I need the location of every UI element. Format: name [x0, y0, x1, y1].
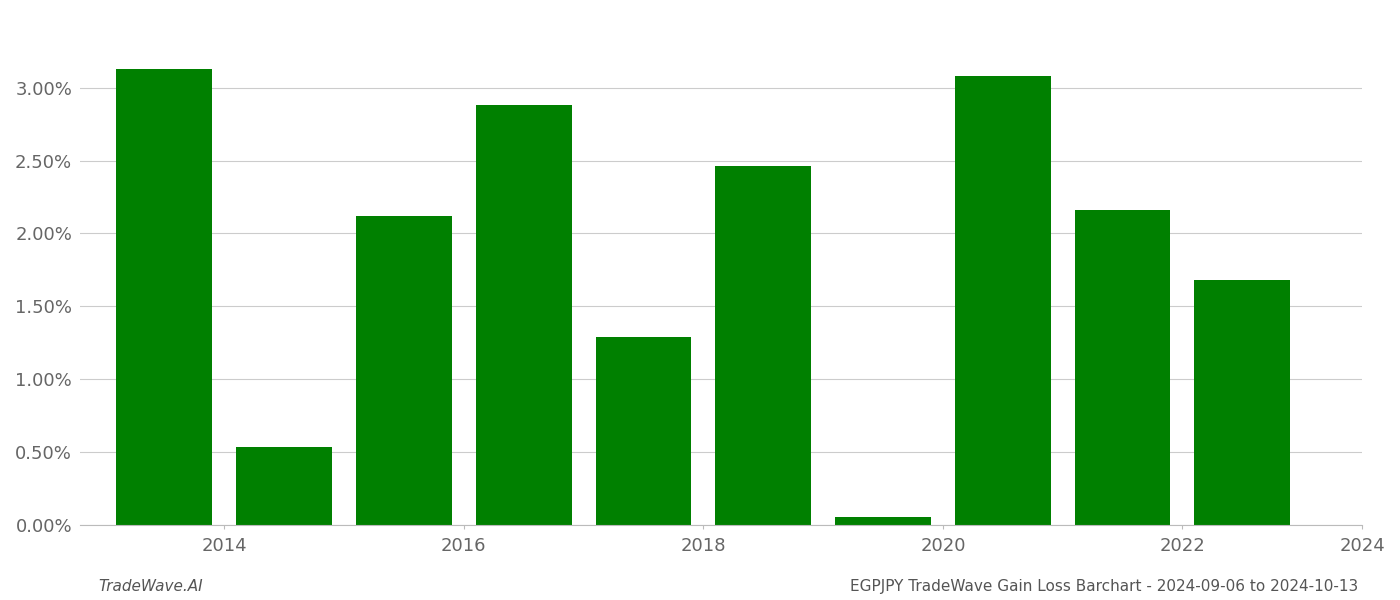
Text: TradeWave.AI: TradeWave.AI: [98, 579, 203, 594]
Bar: [715, 166, 811, 524]
Bar: [1075, 210, 1170, 524]
Bar: [237, 448, 332, 524]
Bar: [595, 337, 692, 524]
Bar: [1194, 280, 1291, 524]
Bar: [476, 105, 571, 524]
Bar: [116, 69, 213, 524]
Bar: [955, 76, 1050, 524]
Bar: [356, 216, 452, 524]
Text: EGPJPY TradeWave Gain Loss Barchart - 2024-09-06 to 2024-10-13: EGPJPY TradeWave Gain Loss Barchart - 20…: [850, 579, 1358, 594]
Bar: [834, 517, 931, 524]
